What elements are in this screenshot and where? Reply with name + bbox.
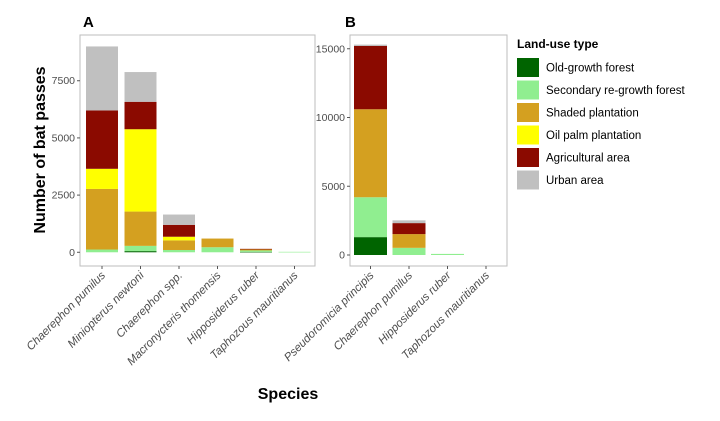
bar-secondary-re-growth-forest-chaerephon-pumilus bbox=[86, 249, 118, 253]
bar-shaded-plantation-macronycteris-thomensis bbox=[201, 238, 234, 248]
bar-secondary-re-growth-forest-macronycteris-thomensis bbox=[201, 247, 234, 253]
legend-swatch-urban-area bbox=[517, 170, 539, 190]
legend-swatch-old-growth-forest bbox=[517, 58, 539, 77]
bar-secondary-re-growth-forest-hipposiderus-ruber bbox=[431, 253, 464, 255]
legend: Old-growth forest Secondary re-growth for… bbox=[517, 58, 686, 190]
legend-label-oil-palm-plantation: Oil palm plantation bbox=[546, 130, 641, 142]
y-tick-label: 15000 bbox=[316, 43, 345, 55]
bar-urban-area-chaerephon-spp bbox=[163, 214, 195, 225]
x-tick-label: Miniopterus newtoni bbox=[66, 269, 147, 350]
bar-old-growth-forest-hipposiderus-ruber bbox=[240, 251, 272, 253]
x-tick-label: Hipposiderus ruber bbox=[185, 269, 263, 347]
legend-label-agricultural-area: Agricultural area bbox=[546, 153, 630, 165]
bar-agricultural-area-chaerephon-pumilus bbox=[392, 223, 426, 235]
bar-secondary-re-growth-forest-pseudoromicia-principis bbox=[354, 197, 387, 238]
legend-label-urban-area: Urban area bbox=[546, 175, 604, 187]
legend-swatch-agricultural-area bbox=[517, 148, 539, 167]
bar-shaded-plantation-chaerephon-spp bbox=[163, 240, 195, 250]
legend-label-shaded-plantation: Shaded plantation bbox=[546, 108, 639, 120]
bar-agricultural-area-pseudoromicia-principis bbox=[354, 46, 387, 110]
y-tick-label: 7500 bbox=[52, 75, 76, 87]
y-tick-label: 5000 bbox=[322, 181, 346, 193]
bar-shaded-plantation-pseudoromicia-principis bbox=[354, 109, 387, 198]
bar-secondary-re-growth-forest-hipposiderus-ruber bbox=[240, 250, 272, 252]
bar-oil-palm-plantation-miniopterus-newtoni bbox=[124, 129, 157, 212]
panel-a-frame bbox=[79, 34, 316, 267]
bar-oil-palm-plantation-chaerephon-pumilus bbox=[86, 168, 118, 189]
bar-urban-area-chaerephon-pumilus bbox=[392, 220, 426, 224]
bar-agricultural-area-hipposiderus-ruber bbox=[240, 248, 272, 250]
legend-label-secondary-re-growth-forest: Secondary re-growth forest bbox=[546, 85, 686, 97]
bar-secondary-re-growth-forest-taphozous-mauritianus bbox=[278, 251, 311, 253]
legend-swatch-shaded-plantation bbox=[517, 103, 539, 122]
y-tick-label: 5000 bbox=[52, 132, 76, 144]
legend-label-old-growth-forest: Old-growth forest bbox=[546, 63, 635, 75]
bar-secondary-re-growth-forest-miniopterus-newtoni bbox=[124, 245, 157, 252]
legend-title: Land-use type bbox=[517, 37, 599, 51]
y-tick-label: 0 bbox=[69, 247, 75, 259]
panel-b-label: B bbox=[345, 14, 356, 31]
bar-oil-palm-plantation-chaerephon-spp bbox=[163, 236, 195, 241]
x-tick-label: Hipposiderus ruber bbox=[376, 269, 454, 347]
bar-urban-area-miniopterus-newtoni bbox=[124, 72, 157, 102]
y-tick-label: 10000 bbox=[316, 112, 345, 124]
y-axis-title: Number of bat passes bbox=[32, 66, 49, 233]
x-axis-title: Species bbox=[258, 386, 319, 403]
bar-agricultural-area-chaerephon-spp bbox=[163, 224, 195, 237]
bar-shaded-plantation-hipposiderus-ruber bbox=[240, 249, 272, 251]
bar-urban-area-chaerephon-pumilus bbox=[86, 46, 118, 111]
legend-swatch-secondary-re-growth-forest bbox=[517, 80, 539, 100]
bar-shaded-plantation-miniopterus-newtoni bbox=[124, 211, 157, 246]
y-tick-label: 0 bbox=[339, 250, 345, 262]
bar-shaded-plantation-chaerephon-pumilus bbox=[86, 188, 118, 250]
bar-shaded-plantation-chaerephon-pumilus bbox=[392, 234, 426, 248]
y-tick-label: 2500 bbox=[52, 190, 76, 202]
bar-urban-area-pseudoromicia-principis bbox=[354, 44, 387, 46]
bar-secondary-re-growth-forest-chaerephon-spp bbox=[163, 249, 195, 253]
bar-old-growth-forest-miniopterus-newtoni bbox=[124, 251, 157, 253]
bar-old-growth-forest-pseudoromicia-principis bbox=[354, 237, 387, 255]
x-tick-label: Chaerephon spp. bbox=[114, 270, 185, 341]
bar-agricultural-area-chaerephon-pumilus bbox=[86, 110, 118, 169]
panel-a-label: A bbox=[83, 14, 94, 31]
bar-agricultural-area-miniopterus-newtoni bbox=[124, 101, 157, 130]
legend-swatch-oil-palm-plantation bbox=[517, 125, 539, 145]
bar-secondary-re-growth-forest-chaerephon-pumilus bbox=[392, 247, 426, 255]
